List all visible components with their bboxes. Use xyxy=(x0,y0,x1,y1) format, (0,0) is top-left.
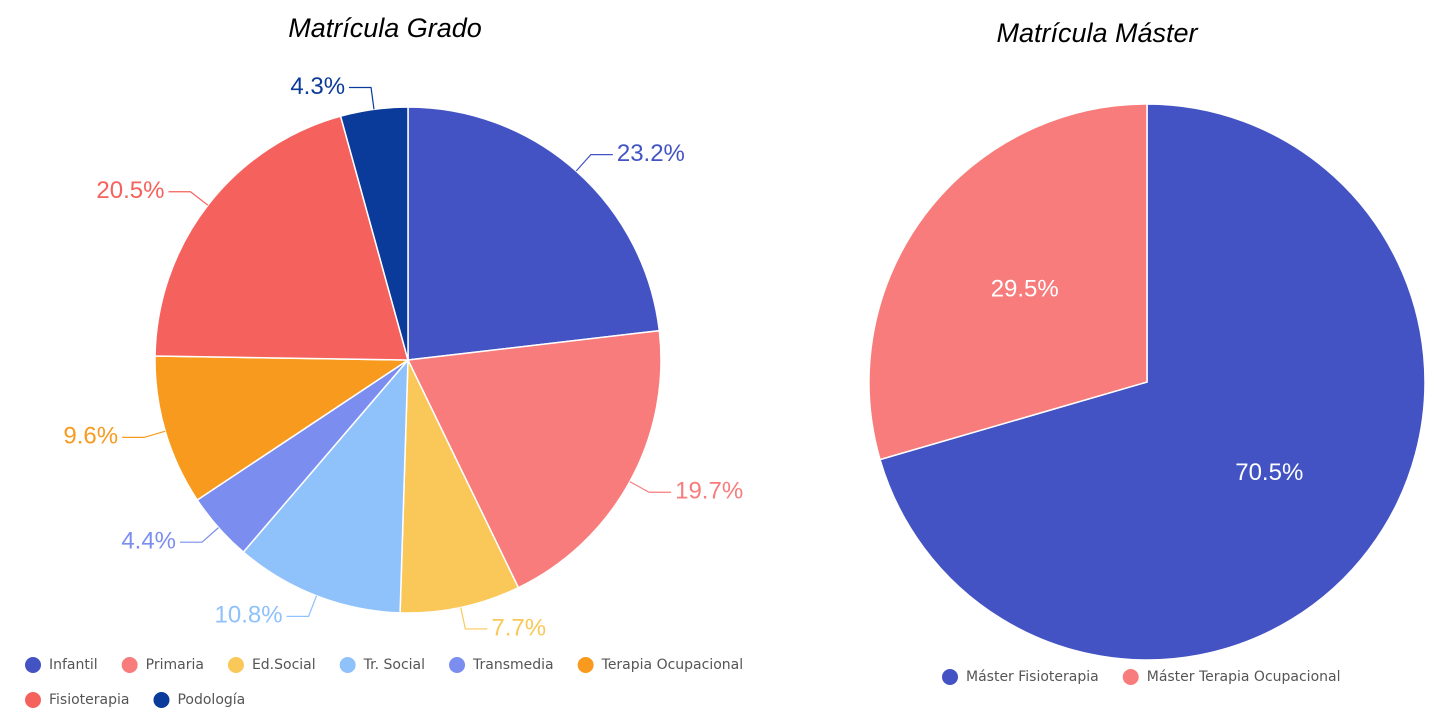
chart-title: Matrícula Grado xyxy=(288,13,482,43)
legend-label: Transmedia xyxy=(472,657,554,673)
legend-marker xyxy=(227,657,244,673)
legend-marker xyxy=(942,669,958,685)
data-label: 19.7% xyxy=(675,478,743,505)
pie-slice xyxy=(868,103,1148,461)
legend-label: Terapia Ocupacional xyxy=(601,657,743,673)
legend-marker xyxy=(339,657,356,673)
leader-line xyxy=(180,527,219,543)
data-label: 23.2% xyxy=(617,140,685,167)
legend-marker xyxy=(25,692,41,708)
pie-slice xyxy=(339,106,409,361)
pie-slice xyxy=(406,329,662,589)
legend-label: Máster Terapia Ocupacional xyxy=(1147,669,1341,685)
leader-line xyxy=(122,430,166,439)
chart-title: Matrícula Máster xyxy=(996,18,1198,48)
data-label: 29.5% xyxy=(991,276,1059,303)
leader-line xyxy=(168,191,209,206)
legend-label: Máster Fisioterapia xyxy=(966,669,1099,685)
legend-label: Fisioterapia xyxy=(49,692,129,708)
leader-line xyxy=(286,595,318,617)
legend-label: Infantil xyxy=(49,657,98,673)
legend-label: Podología xyxy=(177,692,245,708)
data-label: 4.4% xyxy=(121,528,176,555)
pie-slice xyxy=(879,103,1426,661)
legend-label: Primaria xyxy=(146,657,204,673)
data-label: 70.5% xyxy=(1235,459,1303,486)
data-label: 9.6% xyxy=(63,423,118,450)
pie-slice xyxy=(407,106,661,361)
legend-label: Ed.Social xyxy=(252,657,316,673)
legend-marker xyxy=(577,657,594,673)
legend-label: Tr. Social xyxy=(363,657,425,673)
leader-line xyxy=(575,153,613,172)
pie-slice xyxy=(154,115,409,361)
leader-line xyxy=(629,481,672,493)
data-label: 4.3% xyxy=(290,73,345,100)
pie-slice xyxy=(242,357,409,614)
data-label: 7.7% xyxy=(491,614,546,641)
legend-marker xyxy=(449,657,466,673)
legend-marker xyxy=(121,657,138,673)
leader-line xyxy=(460,607,488,630)
data-label: 10.8% xyxy=(215,602,283,629)
legend-marker xyxy=(1122,669,1139,685)
data-label: 20.5% xyxy=(96,177,164,204)
leader-line xyxy=(349,86,375,110)
legend-marker xyxy=(25,657,41,673)
legend-marker xyxy=(153,692,170,708)
